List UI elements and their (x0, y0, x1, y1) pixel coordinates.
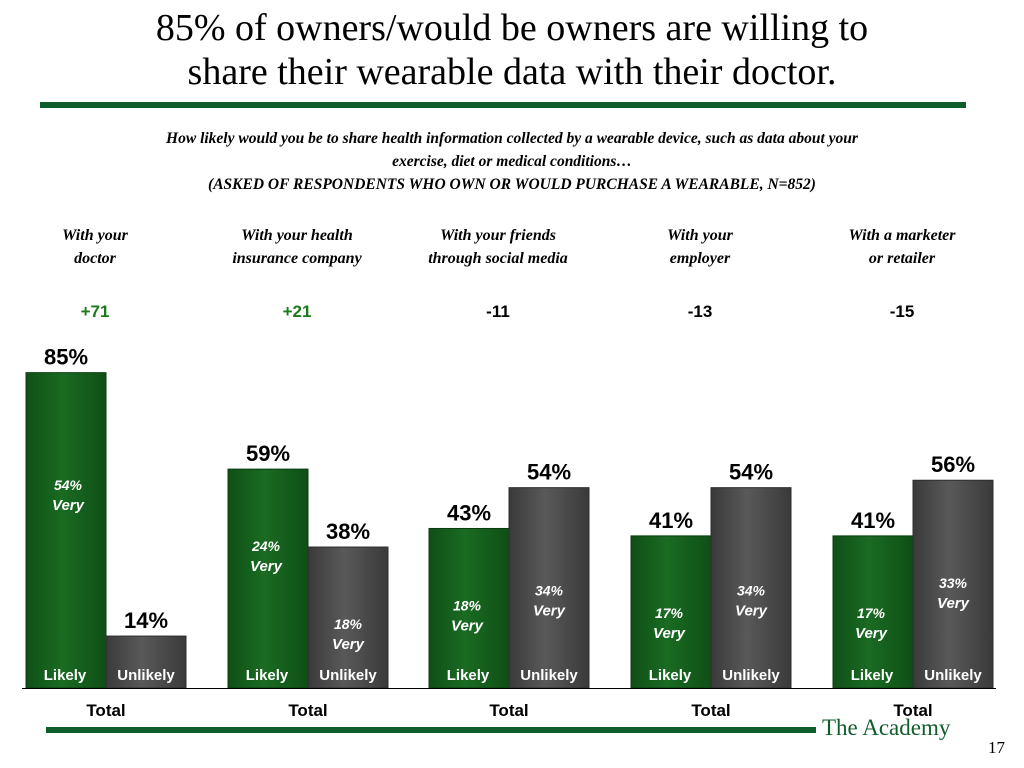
net-score-4: -13 (688, 302, 713, 321)
category-label-2: Total (288, 701, 327, 720)
group-header-line: doctor (74, 250, 117, 267)
bar-unlikely-3 (508, 487, 590, 689)
data-label-likely-3: 43% (447, 500, 491, 525)
net-score-3: -11 (486, 302, 510, 321)
net-score-1: +71 (81, 302, 110, 321)
group-header-line: With your (62, 227, 128, 244)
series-label-unlikely-2: Unlikely (319, 667, 377, 684)
group-header-4: With your employer (667, 227, 733, 267)
category-label-1: Total (86, 701, 125, 720)
very-label-likely-3: Very (451, 617, 484, 634)
very-pct-unlikely-4: 34% (737, 583, 766, 599)
series-label-likely-2: Likely (246, 667, 289, 684)
net-score-5: -15 (890, 302, 915, 321)
footer-divider (46, 727, 816, 733)
survey-question: How likely would you be to share health … (40, 127, 984, 196)
group-header-line: insurance company (232, 250, 362, 267)
data-label-unlikely-1: 14% (124, 608, 168, 633)
very-pct-likely-2: 24% (251, 538, 281, 554)
very-pct-likely-3: 18% (453, 597, 482, 613)
data-label-likely-4: 41% (649, 508, 693, 533)
page-title: 85% of owners/would be owners are willin… (0, 6, 1024, 94)
question-line-1: How likely would you be to share health … (166, 130, 858, 147)
bar-likely-4 (630, 535, 712, 689)
data-label-likely-5: 41% (851, 508, 895, 533)
very-pct-likely-4: 17% (655, 605, 684, 621)
page-number: 17 (988, 738, 1005, 757)
group-header-line: employer (670, 250, 731, 267)
question-line-2: exercise, diet or medical conditions… (392, 153, 632, 170)
bar-likely-5 (832, 535, 914, 689)
very-pct-unlikely-2: 18% (334, 616, 363, 632)
very-label-likely-2: Very (250, 558, 283, 575)
bar-likely-2 (227, 468, 309, 689)
group-header-2: With your health insurance company (232, 227, 362, 267)
group-header-line: With your friends (440, 227, 556, 244)
very-label-likely-1: Very (52, 497, 85, 514)
bar-unlikely-4 (710, 487, 792, 689)
question-base-note: (ASKED OF RESPONDENTS WHO OWN OR WOULD P… (208, 176, 816, 193)
group-header-line: through social media (428, 250, 568, 267)
title-line-2: share their wearable data with their doc… (187, 51, 837, 93)
series-label-likely-1: Likely (44, 667, 87, 684)
data-label-unlikely-5: 56% (931, 452, 975, 477)
series-label-likely-4: Likely (649, 667, 692, 684)
very-label-unlikely-2: Very (332, 636, 365, 653)
group-header-5: With a marketer or retailer (849, 227, 957, 267)
data-label-unlikely-2: 38% (326, 519, 370, 544)
category-label-5: Total (893, 701, 932, 720)
data-label-unlikely-4: 54% (729, 460, 773, 485)
group-header-line: or retailer (869, 250, 936, 267)
very-pct-likely-1: 54% (54, 477, 83, 493)
very-label-likely-5: Very (855, 625, 888, 642)
very-pct-likely-5: 17% (857, 605, 886, 621)
very-pct-unlikely-5: 33% (939, 575, 968, 591)
bar-likely-1 (25, 372, 107, 689)
bar-likely-3 (428, 527, 510, 689)
very-label-likely-4: Very (653, 625, 686, 642)
group-header-line: With a marketer (849, 227, 957, 244)
data-label-likely-1: 85% (44, 345, 88, 370)
very-label-unlikely-4: Very (735, 603, 768, 620)
very-pct-unlikely-3: 34% (535, 583, 564, 599)
very-label-unlikely-5: Very (937, 595, 970, 612)
series-label-unlikely-5: Unlikely (924, 667, 982, 684)
title-line-1: 85% of owners/would be owners are willin… (155, 7, 869, 49)
category-label-3: Total (489, 701, 528, 720)
net-score-2: +21 (283, 302, 312, 321)
series-label-unlikely-4: Unlikely (722, 667, 780, 684)
series-label-unlikely-3: Unlikely (520, 667, 578, 684)
bar-unlikely-5 (912, 479, 994, 689)
group-header-1: With your doctor (62, 227, 128, 267)
very-label-unlikely-3: Very (533, 603, 566, 620)
series-label-likely-3: Likely (447, 667, 490, 684)
brand-logo-text: The Academy (822, 715, 951, 740)
title-divider (40, 102, 966, 108)
group-header-3: With your friends through social media (428, 227, 568, 267)
bar-unlikely-2 (307, 546, 389, 689)
data-label-likely-2: 59% (246, 441, 290, 466)
group-header-line: With your health (241, 227, 353, 244)
series-label-likely-5: Likely (851, 667, 894, 684)
series-label-unlikely-1: Unlikely (117, 667, 175, 684)
bar-unlikely-1 (105, 635, 187, 689)
data-label-unlikely-3: 54% (527, 460, 571, 485)
category-label-4: Total (691, 701, 730, 720)
group-header-line: With your (667, 227, 733, 244)
